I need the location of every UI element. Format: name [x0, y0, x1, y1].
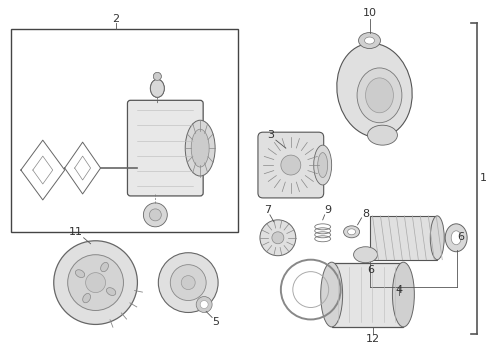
Circle shape [149, 209, 161, 221]
Ellipse shape [451, 231, 461, 245]
Ellipse shape [150, 80, 164, 97]
Text: 6: 6 [367, 265, 374, 275]
Circle shape [181, 276, 195, 289]
Ellipse shape [153, 72, 161, 80]
Ellipse shape [321, 262, 343, 327]
Ellipse shape [365, 37, 374, 44]
Circle shape [196, 297, 212, 312]
Ellipse shape [359, 32, 380, 49]
Ellipse shape [445, 224, 467, 252]
Circle shape [200, 301, 208, 309]
Ellipse shape [354, 247, 377, 263]
Ellipse shape [337, 43, 412, 138]
Circle shape [281, 155, 301, 175]
Circle shape [158, 253, 218, 312]
Circle shape [54, 241, 137, 324]
Text: 12: 12 [366, 334, 380, 345]
Ellipse shape [430, 216, 444, 260]
Circle shape [171, 265, 206, 301]
Text: 9: 9 [324, 205, 331, 215]
Text: 10: 10 [363, 8, 376, 18]
Ellipse shape [392, 262, 415, 327]
Ellipse shape [314, 145, 332, 185]
Ellipse shape [106, 288, 116, 296]
Circle shape [272, 232, 284, 244]
Ellipse shape [185, 120, 215, 176]
Ellipse shape [133, 163, 142, 173]
Ellipse shape [347, 229, 356, 235]
Ellipse shape [191, 129, 209, 167]
Ellipse shape [75, 270, 85, 278]
Circle shape [86, 273, 105, 293]
Ellipse shape [368, 125, 397, 145]
Text: 11: 11 [69, 227, 83, 237]
Circle shape [68, 255, 123, 310]
Text: 8: 8 [362, 209, 369, 219]
Bar [369, 216, 437, 260]
Ellipse shape [83, 293, 91, 303]
Ellipse shape [343, 226, 360, 238]
FancyBboxPatch shape [127, 100, 203, 196]
Ellipse shape [318, 153, 328, 177]
Ellipse shape [100, 262, 108, 272]
Text: 4: 4 [396, 284, 403, 294]
FancyBboxPatch shape [258, 132, 324, 198]
Text: 6: 6 [458, 232, 465, 242]
Ellipse shape [366, 78, 393, 113]
Ellipse shape [150, 80, 164, 97]
Bar [332, 263, 403, 328]
Text: 2: 2 [112, 14, 119, 24]
Circle shape [144, 203, 167, 227]
Text: 1: 1 [480, 173, 487, 183]
Ellipse shape [357, 68, 402, 123]
Ellipse shape [153, 72, 161, 80]
Text: 5: 5 [213, 318, 220, 328]
Text: 7: 7 [264, 205, 271, 215]
Bar [11, 28, 238, 232]
Circle shape [260, 220, 296, 256]
Text: 3: 3 [268, 130, 274, 140]
